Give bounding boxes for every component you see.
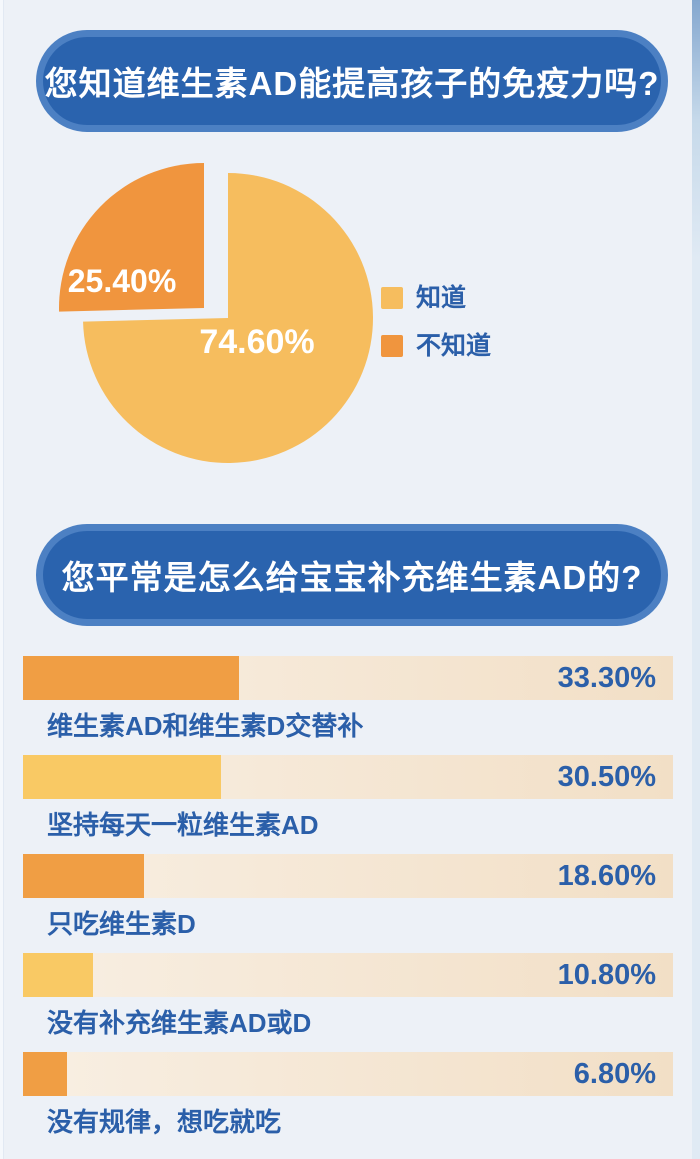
- bar-row: 30.50% 坚持每天一粒维生素AD: [23, 755, 673, 841]
- bar-category-label: 维生素AD和维生素D交替补: [47, 711, 364, 741]
- legend-label-dont-know: 不知道: [416, 332, 492, 360]
- bar-row: 18.60% 只吃维生素D: [23, 854, 673, 940]
- bar-track: 30.50%: [23, 755, 673, 799]
- bar-fill: [23, 953, 94, 997]
- legend-label-know: 知道: [416, 284, 467, 312]
- bar-category-label: 坚持每天一粒维生素AD: [47, 810, 319, 840]
- pie-chart: 74.60% 25.40%: [20, 158, 390, 478]
- bar-track: 6.80%: [23, 1052, 673, 1096]
- pie-value-label-know: 74.60%: [199, 323, 315, 361]
- bar-chart: 33.30% 维生素AD和维生素D交替补 30.50% 坚持每天一粒维生素AD 18.6…: [23, 656, 673, 1151]
- pie-slice-dont-know: [58, 163, 204, 312]
- bar-track: 18.60%: [23, 854, 673, 898]
- pie-value-label-dont-know: 25.40%: [67, 263, 177, 299]
- legend-swatch-dont-know-icon: [381, 335, 403, 357]
- pie-chart-canvas: [58, 163, 374, 463]
- pie-slice-know: [83, 173, 374, 463]
- pie-legend: 知道 不知道: [381, 286, 491, 382]
- bar-category-label: 没有规律，想吃就吃: [47, 1107, 282, 1137]
- bar-fill: [23, 755, 222, 799]
- bar-value-label: 18.60%: [557, 860, 656, 892]
- bar-value-label: 33.30%: [557, 662, 656, 694]
- bar-track: 10.80%: [23, 953, 673, 997]
- bar-row: 6.80% 没有规律，想吃就吃: [23, 1052, 673, 1138]
- page-right-border: [692, 0, 700, 1159]
- legend-swatch-know-icon: [381, 287, 403, 309]
- question-banner-1: 您知道维生素AD能提高孩子的免疫力吗?: [36, 30, 668, 132]
- bar-row: 10.80% 没有补充维生素AD或D: [23, 953, 673, 1039]
- bar-fill: [23, 854, 144, 898]
- question-title-2: 您平常是怎么给宝宝补充维生素AD的?: [61, 559, 643, 596]
- question-banner-2: 您平常是怎么给宝宝补充维生素AD的?: [36, 524, 668, 626]
- bar-track: 33.30%: [23, 656, 673, 700]
- page-left-border: [0, 0, 4, 1159]
- bar-fill: [23, 1052, 68, 1096]
- bar-category-label: 只吃维生素D: [47, 909, 196, 939]
- question-title-1: 您知道维生素AD能提高孩子的免疫力吗?: [44, 65, 660, 102]
- bar-value-label: 10.80%: [557, 959, 656, 991]
- bar-value-label: 30.50%: [557, 761, 656, 793]
- bar-fill: [23, 656, 240, 700]
- bar-value-label: 6.80%: [573, 1058, 656, 1090]
- legend-item-know: 知道: [381, 284, 491, 312]
- bar-category-label: 没有补充维生素AD或D: [47, 1008, 312, 1038]
- bar-row: 33.30% 维生素AD和维生素D交替补: [23, 656, 673, 742]
- legend-item-dont-know: 不知道: [381, 332, 492, 360]
